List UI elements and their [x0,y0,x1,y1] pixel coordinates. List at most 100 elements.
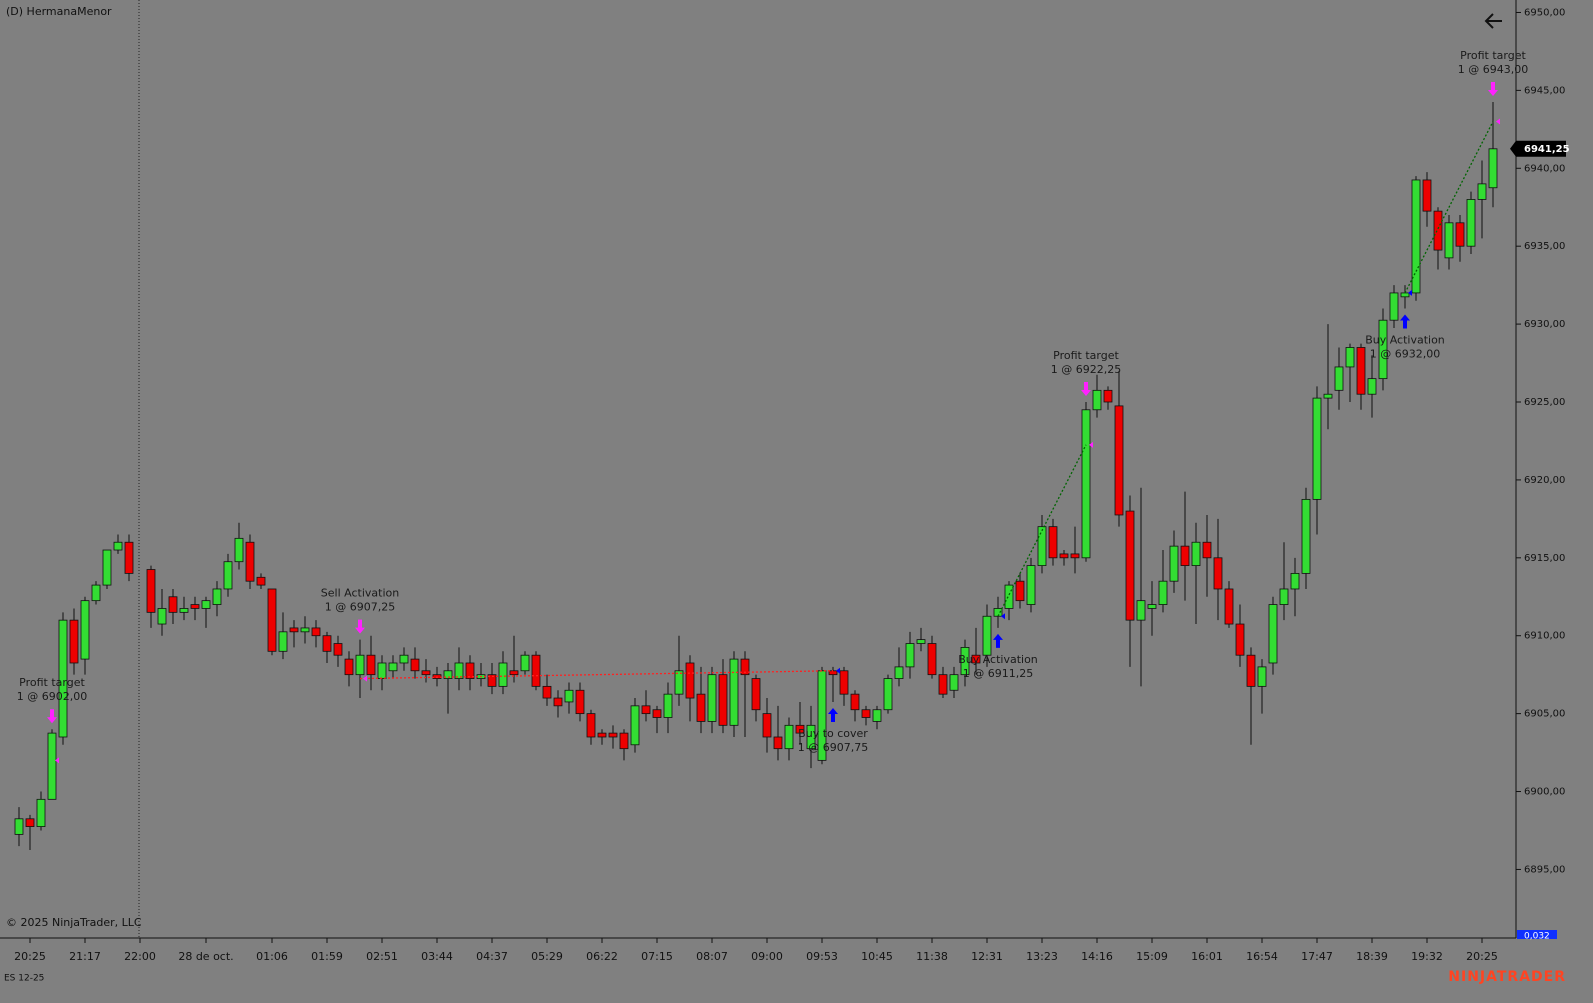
buy-arrow [828,707,838,722]
x-tick-label: 07:15 [641,950,673,963]
candle-body [36,798,46,827]
candle-body [905,643,915,668]
candle-body [1246,654,1256,687]
candle-body [201,600,211,609]
x-tick-label: 03:44 [421,950,453,963]
entry-marker [1496,118,1500,125]
x-tick-label: 12:31 [971,950,1003,963]
candle-body [1015,580,1025,602]
candle-body [399,654,409,664]
entry-marker [1408,289,1412,296]
candle-body [971,654,981,664]
x-tick-label: 14:16 [1081,950,1113,963]
x-tick-label: 18:39 [1356,950,1388,963]
candle-body [1356,347,1366,395]
candle-body [883,678,893,711]
candle-body [674,670,684,695]
candle-body [927,643,937,676]
y-tick-label: 6950,00 [1524,7,1565,18]
candle-body [300,627,310,633]
last-price-label: 6941,25 [1524,144,1570,155]
candle-body [1422,179,1432,212]
candle-body [850,693,860,711]
candle-body [608,732,618,738]
candle-body [1257,666,1267,687]
y-tick-label: 6900,00 [1524,787,1565,798]
candles [14,102,1498,850]
candle-body [1323,393,1333,399]
candle-body [806,724,816,750]
candle-body [410,658,420,672]
candle-body [784,724,794,750]
x-tick-label: 19:32 [1411,950,1443,963]
candle-body [773,736,783,750]
candle-body [542,685,552,699]
candle-body [102,549,112,586]
back-arrow-icon[interactable] [1484,13,1502,29]
entry-marker [836,667,840,674]
x-tick-label: 21:17 [69,950,101,963]
candle-body [597,732,607,738]
y-tick-label: 6935,00 [1524,241,1565,252]
y-tick-label: 6895,00 [1524,864,1565,875]
candle-body [1158,580,1168,605]
x-tick-label: 16:54 [1246,950,1278,963]
entry-marker [55,757,59,764]
candle-body [1455,222,1465,247]
y-tick-label: 6910,00 [1524,631,1565,642]
candle-body [311,627,321,637]
x-tick-label: 17:47 [1301,950,1333,963]
instrument: ES 12-25 [4,974,44,984]
candle-body [982,615,992,656]
candle-body [1301,498,1311,574]
x-tick-label: 13:23 [1026,950,1058,963]
candle-body [91,584,101,602]
candle-body [707,674,717,722]
x-tick-label: 01:06 [256,950,288,963]
x-tick-label: 09:53 [806,950,838,963]
x-tick-label: 09:00 [751,950,783,963]
candle-body [641,705,651,715]
x-tick-label: 22:00 [124,950,156,963]
candle-body [333,643,343,656]
candle-body [718,674,728,726]
candle-body [388,662,398,672]
x-tick-label: 28 de oct. [178,950,233,963]
x-tick-label: 01:59 [311,950,343,963]
candle-body [1103,389,1113,403]
candle-body [949,674,959,691]
annotation-label: Buy to cover [798,727,868,740]
x-tick-label: 04:37 [476,950,508,963]
annotation-text: 1 @ 6902,00 [17,690,87,703]
y-tick-label: 6905,00 [1524,709,1565,720]
x-tick-label: 20:25 [14,950,46,963]
x-tick-label: 02:51 [366,950,398,963]
candle-body [113,541,123,551]
candle-body [443,670,453,679]
x-tick-label: 10:45 [861,950,893,963]
candle-body [377,662,387,679]
candle-body [1092,389,1102,411]
candle-body [1334,366,1344,391]
entry-marker [1001,613,1005,620]
candle-body [894,666,904,679]
annotation-text: 1 @ 6932,00 [1370,348,1440,361]
candle-body [47,732,57,800]
annotation-text: 1 @ 6922,25 [1051,363,1121,376]
candle-body [1114,405,1124,516]
candle-body [531,654,541,687]
copyright: © 2025 NinjaTrader, LLC [6,916,142,929]
candle-body [916,639,926,644]
back-button[interactable] [1480,8,1506,34]
annotation-label: Profit target [19,676,85,689]
sell-arrow [355,619,365,634]
candle-body [25,818,35,827]
candle-body [1026,565,1036,605]
candle-body [366,654,376,676]
candle-body [1367,378,1377,395]
candle-body [190,604,200,609]
candle-body [14,818,24,835]
candle-body [1488,148,1498,189]
